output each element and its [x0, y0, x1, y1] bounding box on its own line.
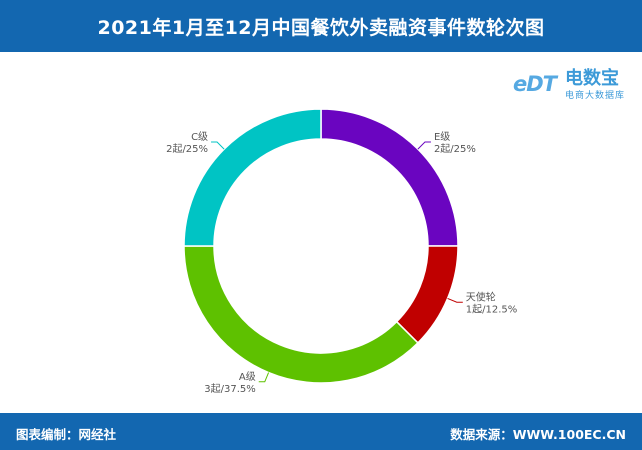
leader-line-C级	[211, 141, 225, 150]
logo-mark: eDT	[513, 72, 557, 96]
slice-label-value: 3起/37.5%	[204, 383, 256, 395]
logo-subtitle: 电商大数据库	[565, 91, 626, 101]
slice-天使轮	[395, 245, 459, 344]
slice-label-name: C级	[191, 131, 208, 143]
leader-line-E级	[417, 141, 431, 150]
leader-line-天使轮	[447, 297, 463, 303]
footer-source: 数据来源：WWW.100EC.CN	[450, 427, 626, 442]
slice-C级	[183, 108, 322, 247]
slice-label-name: E级	[434, 131, 450, 143]
slice-label-name: A级	[239, 371, 256, 383]
slice-label-value: 1起/12.5%	[466, 303, 518, 315]
slice-label-name: 天使轮	[466, 290, 496, 303]
leader-line-A级	[258, 372, 270, 383]
footer-compiler: 图表编制：网经社	[16, 427, 117, 442]
footer-bar: 图表编制：网经社 数据来源：WWW.100EC.CN	[0, 413, 642, 450]
slice-label-value: 2起/25%	[166, 143, 208, 155]
chart-title: 2021年1月至12月中国餐饮外卖融资事件数轮次图	[97, 16, 545, 39]
slice-A级	[183, 245, 419, 384]
slice-E级	[320, 108, 459, 247]
slice-label-value: 2起/25%	[434, 143, 476, 155]
logo-brand: 电数宝	[565, 68, 619, 89]
logo: eDT 电数宝 电商大数据库	[513, 62, 631, 108]
chart-title-bar: 2021年1月至12月中国餐饮外卖融资事件数轮次图	[0, 0, 642, 52]
